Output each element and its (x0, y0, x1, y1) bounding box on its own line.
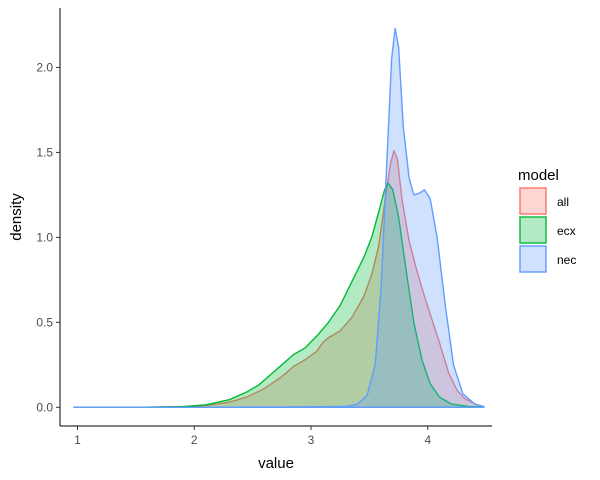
x-tick-label-1: 1 (74, 433, 81, 447)
density-area-nec (73, 27, 485, 408)
y-tick-label-1.5: 1.5 (36, 145, 53, 159)
axes (59, 8, 492, 427)
legend-title: model (518, 167, 559, 184)
y-axis-title: density (8, 193, 25, 241)
ticks: 1 2 3 4 0.0 0.5 1.0 1.5 2.0 (36, 60, 431, 447)
y-tick-label-2.0: 2.0 (36, 60, 53, 74)
y-tick-label-0.0: 0.0 (36, 400, 53, 414)
y-tick-label-0.5: 0.5 (36, 315, 53, 329)
y-tick-label-1.0: 1.0 (36, 230, 53, 244)
legend-label-all: all (557, 195, 569, 209)
density-area-ecx (73, 182, 485, 408)
legend-key-ecx (519, 216, 547, 244)
legend-key-all (519, 187, 547, 215)
density-area-all (73, 150, 485, 408)
plot-area (73, 27, 485, 408)
x-tick-label-3: 3 (308, 433, 315, 447)
legend-label-nec: nec (557, 253, 576, 267)
x-tick-label-4: 4 (424, 433, 431, 447)
legend-key-nec (519, 245, 547, 273)
x-tick-label-2: 2 (191, 433, 198, 447)
legend: model all ecx nec (518, 167, 576, 273)
x-axis-title: value (258, 455, 294, 472)
legend-items: all ecx nec (519, 187, 576, 273)
legend-label-ecx: ecx (557, 224, 576, 238)
